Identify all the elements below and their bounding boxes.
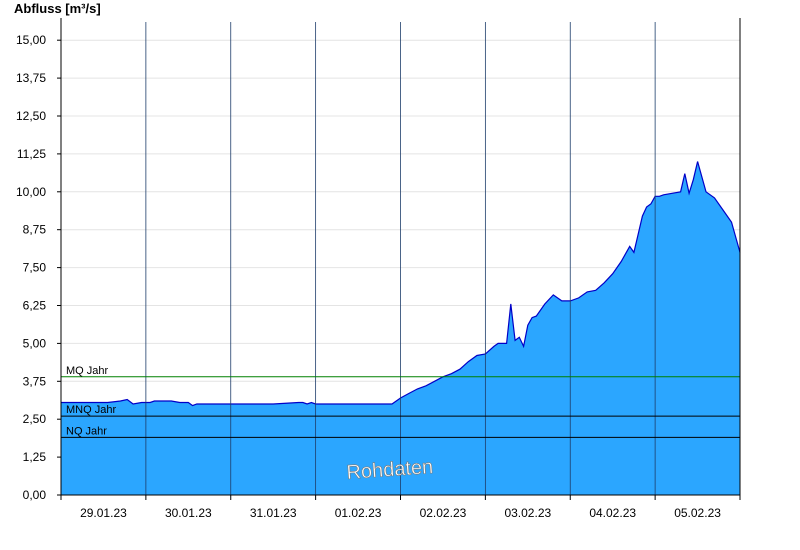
x-tick-label: 05.02.23: [674, 506, 721, 520]
y-axis-title: Abfluss [m³/s]: [14, 1, 101, 16]
reference-line-label: MNQ Jahr: [66, 404, 116, 416]
x-tick-label: 29.01.23: [80, 506, 127, 520]
reference-lines: MQ Jahr MNQ Jahr NQ Jahr: [61, 365, 740, 438]
y-tick-label: 3,75: [23, 374, 47, 388]
series-line: [61, 161, 741, 407]
y-tick-label: 0,00: [23, 488, 47, 502]
x-tick-label: 02.02.23: [420, 506, 467, 520]
y-tick-label: 6,25: [23, 298, 47, 312]
y-tick-label: 15,00: [16, 33, 46, 47]
y-tick-label: 12,50: [16, 109, 46, 123]
reference-line-label: MQ Jahr: [66, 365, 109, 377]
y-tick-label: 2,50: [23, 412, 47, 426]
y-tick-label: 1,25: [23, 450, 47, 464]
x-tick-label: 01.02.23: [335, 506, 382, 520]
y-tick-label: 13,75: [16, 71, 46, 85]
y-tick-labels: 0,00 1,25 2,50 3,75 5,00 6,25 7,50 8,75 10,00 11,…: [16, 33, 61, 502]
x-tick-label: 31.01.23: [250, 506, 297, 520]
x-tick-label: 03.02.23: [504, 506, 551, 520]
y-tick-label: 5,00: [23, 336, 47, 350]
x-tick-label: 04.02.23: [589, 506, 636, 520]
reference-line-label: NQ Jahr: [66, 425, 107, 437]
x-tick-label: 30.01.23: [165, 506, 212, 520]
y-tick-label: 11,25: [17, 147, 46, 161]
y-tick-label: 10,00: [16, 185, 46, 199]
y-tick-label: 7,50: [23, 261, 47, 275]
y-tick-label: 8,75: [23, 223, 47, 237]
x-tick-labels: 29.01.23 30.01.23 31.01.23 01.02.23 02.02.23…: [60, 495, 741, 520]
